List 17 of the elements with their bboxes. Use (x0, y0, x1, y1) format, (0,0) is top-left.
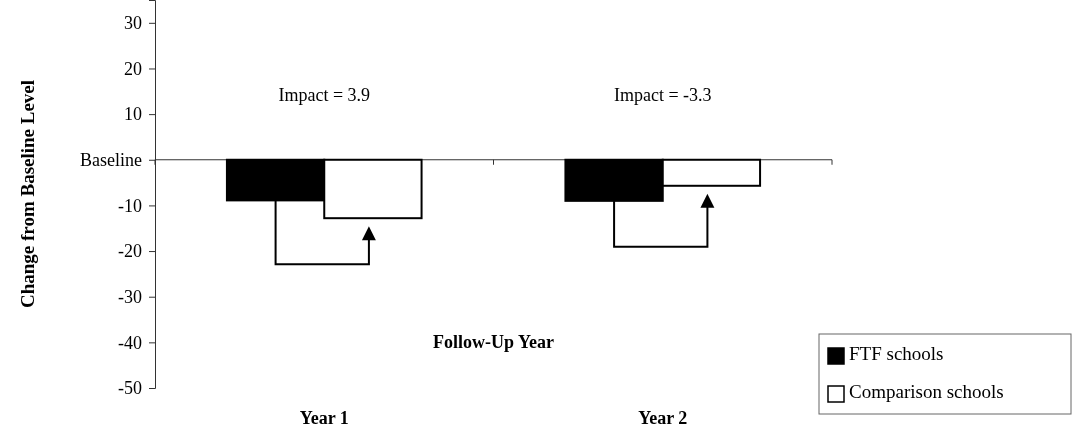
y-tick-label: 20 (124, 58, 142, 79)
y-tick-label: -20 (118, 241, 142, 262)
y-axis-title: Change from Baseline Level (17, 79, 38, 309)
x-axis-title: Follow-Up Year (433, 332, 554, 353)
y-tick-label: -30 (118, 286, 142, 307)
y-tick-label: -10 (118, 195, 142, 216)
x-tick-label: Year 2 (638, 408, 688, 428)
y-tick-label: -50 (118, 378, 142, 399)
annotation: Impact = 3.9 (278, 85, 371, 106)
legend-label: Comparison schools (849, 381, 1004, 403)
y-tick-label: 30 (124, 13, 142, 34)
x-tick-label: Year 1 (299, 408, 349, 428)
legend-label: FTF schools (849, 343, 944, 365)
y-tick-label: Baseline (80, 150, 143, 171)
y-tick-label: -40 (118, 332, 142, 353)
y-tick-label: 10 (124, 104, 142, 125)
annotation: Impact = -3.3 (613, 85, 712, 106)
